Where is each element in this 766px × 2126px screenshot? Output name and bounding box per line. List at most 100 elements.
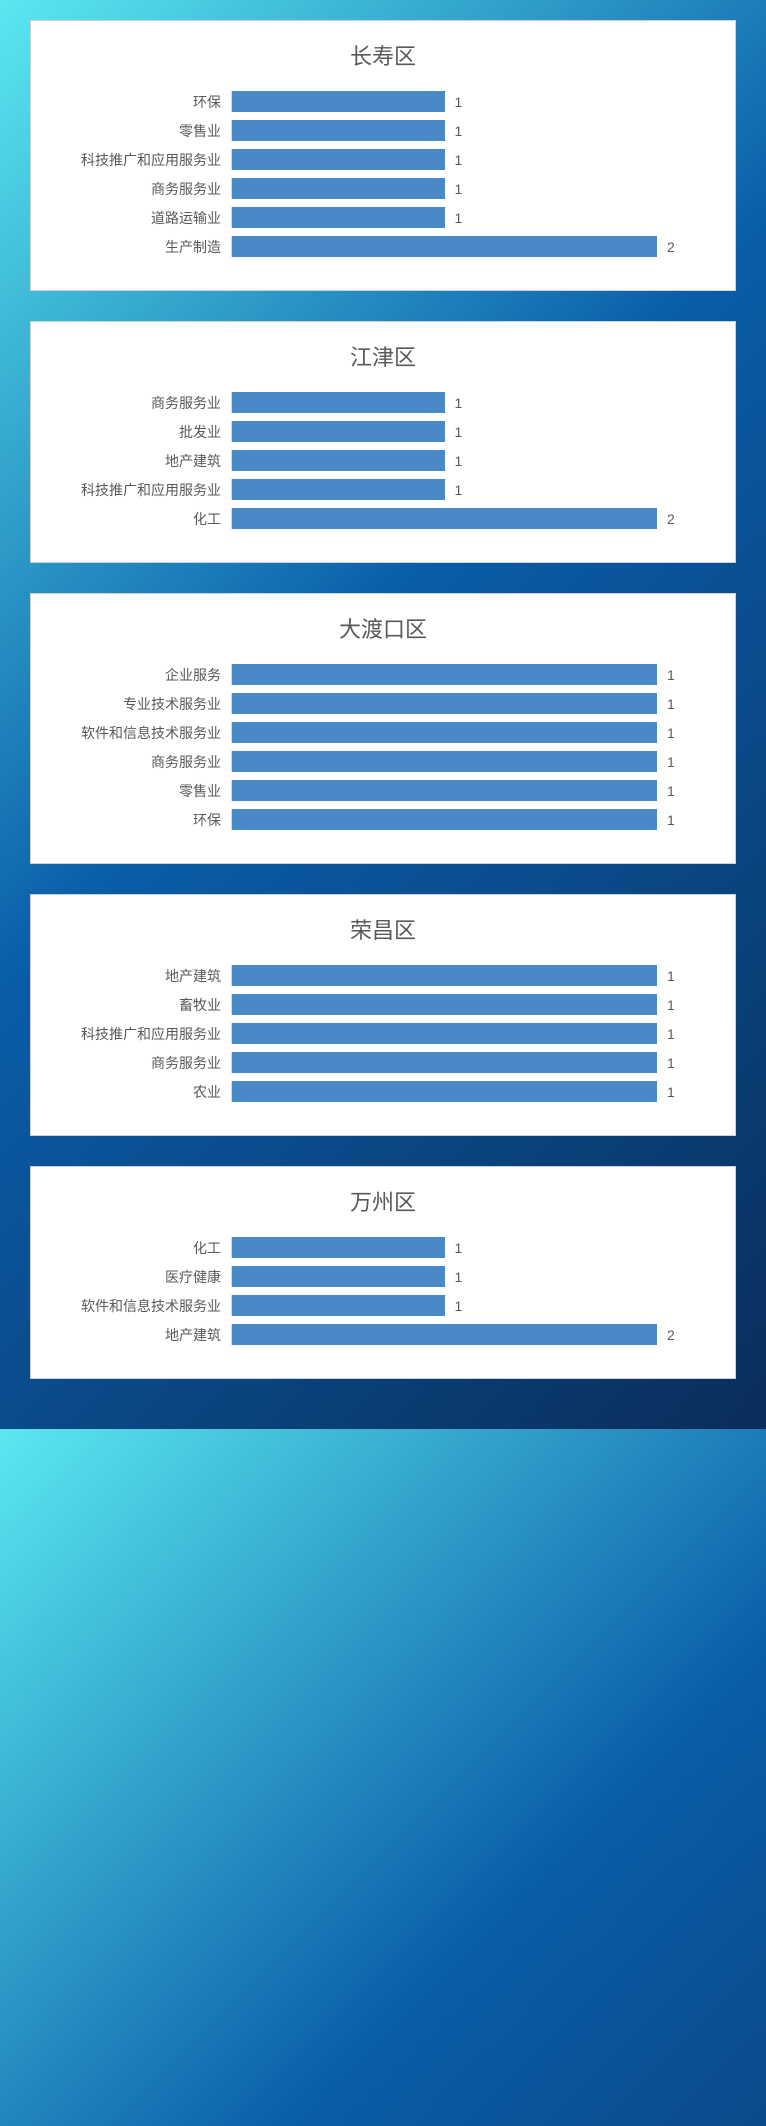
bar-fill	[232, 1023, 657, 1044]
bar-track: 1	[231, 994, 715, 1015]
bar-label: 批发业	[51, 422, 231, 442]
bar-value: 1	[667, 696, 675, 712]
bar-value: 1	[455, 94, 463, 110]
bar-value: 1	[667, 997, 675, 1013]
chart-title: 荣昌区	[51, 913, 715, 945]
bar-track: 1	[231, 479, 715, 500]
bar-label: 企业服务	[51, 665, 231, 685]
bar-fill	[232, 421, 445, 442]
bar-value: 1	[455, 1240, 463, 1256]
bar-row: 商务服务业 1	[51, 1052, 715, 1073]
bar-row: 商务服务业1	[51, 392, 715, 413]
bar-fill	[232, 809, 657, 830]
bar-fill	[232, 780, 657, 801]
bar-row: 批发业1	[51, 421, 715, 442]
bar-track: 1	[231, 1295, 715, 1316]
bar-value: 1	[667, 783, 675, 799]
bar-track: 1	[231, 1052, 715, 1073]
bar-label: 专业技术服务业	[51, 694, 231, 714]
bar-label: 化工	[51, 1238, 231, 1258]
bar-label: 农业	[51, 1082, 231, 1102]
bar-fill	[232, 149, 445, 170]
chart-title: 万州区	[51, 1185, 715, 1217]
bar-row: 地产建筑 1	[51, 965, 715, 986]
bar-fill	[232, 91, 445, 112]
bar-value: 1	[667, 667, 675, 683]
bar-fill	[232, 722, 657, 743]
bar-row: 专业技术服务业 1	[51, 693, 715, 714]
bar-label: 科技推广和应用服务业	[51, 150, 231, 170]
bar-value: 2	[667, 511, 675, 527]
bar-fill	[232, 1266, 445, 1287]
bar-row: 商务服务业1	[51, 751, 715, 772]
chart-card: 大渡口区企业服务1专业技术服务业1软件和信息技术服务业1商务服务业1零售业1环保…	[30, 593, 736, 864]
bar-value: 1	[667, 812, 675, 828]
bar-row: 科技推广和应用服务业1	[51, 479, 715, 500]
bar-track: 1	[231, 722, 715, 743]
bar-row: 商务服务业 1	[51, 178, 715, 199]
bar-value: 2	[667, 239, 675, 255]
bar-value: 1	[455, 210, 463, 226]
bar-label: 生产制造	[51, 237, 231, 257]
bar-label: 软件和信息技术服务业	[51, 1296, 231, 1316]
bar-row: 企业服务 1	[51, 664, 715, 685]
bar-fill	[232, 392, 445, 413]
bar-fill	[232, 479, 445, 500]
bar-track: 1	[231, 178, 715, 199]
chart-card: 万州区化工1医疗健康1软件和信息技术服务业1地产建筑2	[30, 1166, 736, 1379]
bar-row: 科技推广和应用服务业1	[51, 149, 715, 170]
bar-label: 零售业	[51, 781, 231, 801]
bar-fill	[232, 1052, 657, 1073]
bar-label: 零售业	[51, 121, 231, 141]
bar-row: 软件和信息技术服务业 1	[51, 722, 715, 743]
bar-track: 1	[231, 207, 715, 228]
bar-label: 医疗健康	[51, 1267, 231, 1287]
bar-label: 商务服务业	[51, 179, 231, 199]
bar-track: 2	[231, 236, 715, 257]
bar-track: 2	[231, 508, 715, 529]
bar-label: 商务服务业	[51, 1053, 231, 1073]
bar-row: 科技推广和应用服务业1	[51, 1023, 715, 1044]
bar-label: 科技推广和应用服务业	[51, 1024, 231, 1044]
bar-fill	[232, 751, 657, 772]
bar-track: 1	[231, 809, 715, 830]
bar-row: 化工 2	[51, 508, 715, 529]
bar-label: 地产建筑	[51, 451, 231, 471]
bar-value: 1	[667, 725, 675, 741]
bar-track: 1	[231, 120, 715, 141]
bar-track: 1	[231, 421, 715, 442]
bar-track: 1	[231, 450, 715, 471]
bar-fill	[232, 994, 657, 1015]
bar-row: 环保 1	[51, 91, 715, 112]
bar-row: 地产建筑 1	[51, 450, 715, 471]
bar-track: 1	[231, 149, 715, 170]
bar-value: 2	[667, 1327, 675, 1343]
bar-track: 1	[231, 780, 715, 801]
bar-track: 1	[231, 693, 715, 714]
bar-value: 1	[455, 395, 463, 411]
bar-row: 道路运输业 1	[51, 207, 715, 228]
bar-track: 1	[231, 664, 715, 685]
bar-label: 软件和信息技术服务业	[51, 723, 231, 743]
bar-value: 1	[455, 1269, 463, 1285]
bar-fill	[232, 1324, 657, 1345]
bar-value: 1	[667, 968, 675, 984]
bar-value: 1	[455, 181, 463, 197]
chart-title: 长寿区	[51, 39, 715, 71]
bar-track: 2	[231, 1324, 715, 1345]
chart-card: 荣昌区地产建筑1畜牧业1科技推广和应用服务业1商务服务业1农业1	[30, 894, 736, 1136]
bar-value: 1	[667, 1055, 675, 1071]
bar-label: 地产建筑	[51, 966, 231, 986]
bar-fill	[232, 965, 657, 986]
bar-value: 1	[667, 754, 675, 770]
bar-label: 道路运输业	[51, 208, 231, 228]
bar-label: 化工	[51, 509, 231, 529]
bar-row: 环保1	[51, 809, 715, 830]
bar-row: 医疗健康 1	[51, 1266, 715, 1287]
bar-label: 地产建筑	[51, 1325, 231, 1345]
bar-fill	[232, 1295, 445, 1316]
bar-track: 1	[231, 392, 715, 413]
bar-label: 环保	[51, 92, 231, 112]
bar-value: 1	[455, 453, 463, 469]
charts-container: 长寿区环保1零售业1科技推广和应用服务业1商务服务业1道路运输业1生产制造2江津…	[30, 20, 736, 1379]
